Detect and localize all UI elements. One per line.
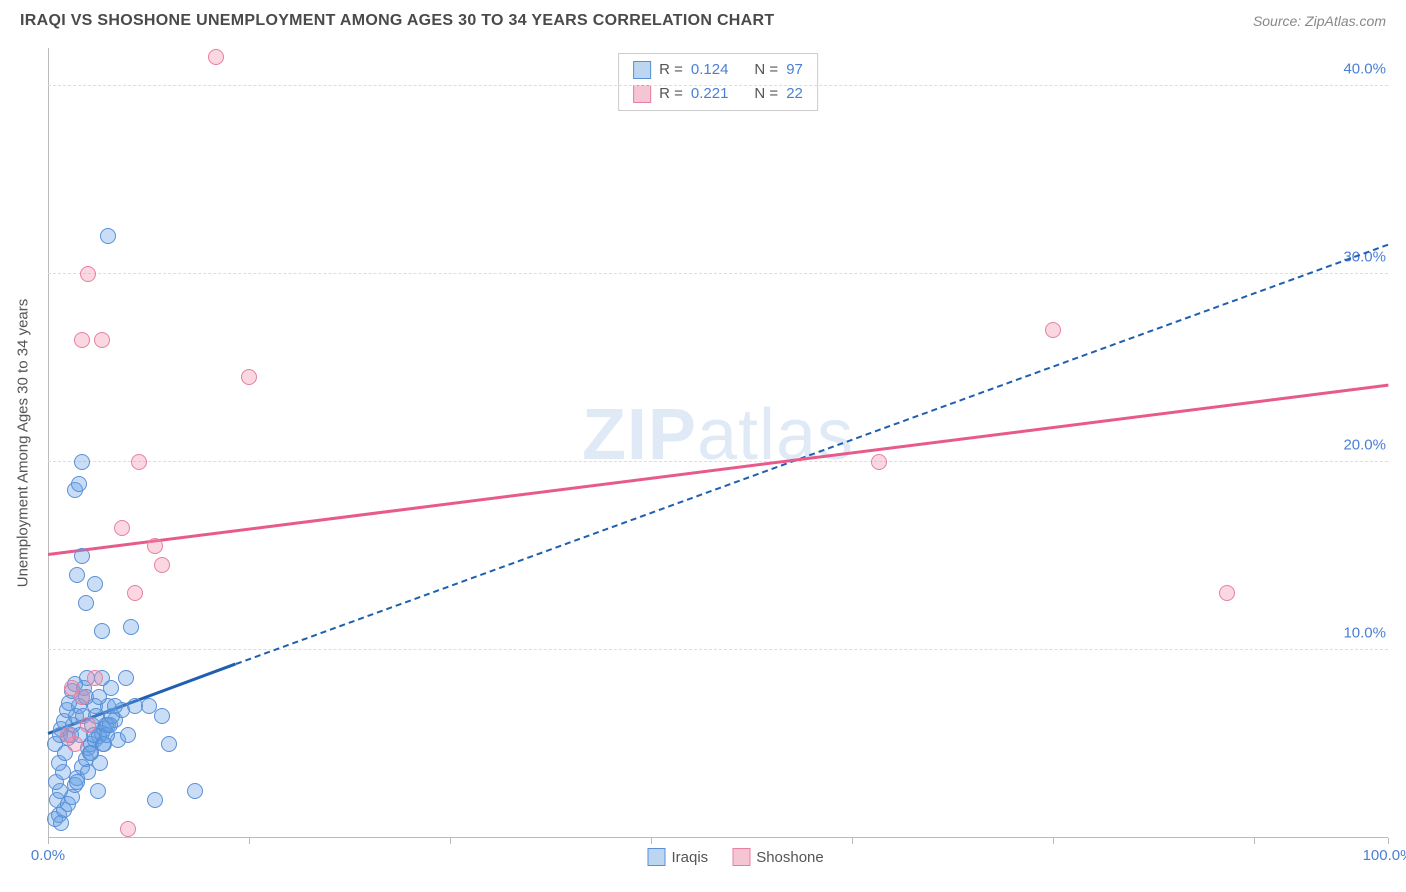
data-point <box>154 708 170 724</box>
data-point <box>154 557 170 573</box>
legend-label: Shoshone <box>756 849 824 866</box>
legend-swatch <box>732 848 750 866</box>
data-point <box>74 548 90 564</box>
x-tick <box>450 838 451 844</box>
y-axis <box>48 48 49 838</box>
data-point <box>80 266 96 282</box>
plot-region: ZIPatlas R =0.124N =97R =0.221N =22 10.0… <box>48 48 1388 838</box>
chart-area: Unemployment Among Ages 30 to 34 years Z… <box>48 48 1388 838</box>
stats-row: R = 0.124 N = 97 <box>633 58 803 82</box>
grid-line <box>48 461 1388 462</box>
trend-line <box>48 384 1388 556</box>
x-tick <box>852 838 853 844</box>
trend-line-dashed <box>235 244 1388 665</box>
data-point <box>1219 585 1235 601</box>
data-point <box>100 228 116 244</box>
y-tick-label: 10.0% <box>1339 624 1390 641</box>
x-tick <box>1053 838 1054 844</box>
data-point <box>60 727 76 743</box>
x-tick <box>249 838 250 844</box>
data-point <box>114 520 130 536</box>
legend-item: Shoshone <box>732 848 824 866</box>
data-point <box>107 698 123 714</box>
legend-swatch <box>648 848 666 866</box>
chart-title: IRAQI VS SHOSHONE UNEMPLOYMENT AMONG AGE… <box>20 12 774 30</box>
data-point <box>147 792 163 808</box>
data-point <box>871 454 887 470</box>
source-label: Source: ZipAtlas.com <box>1253 13 1386 29</box>
data-point <box>127 585 143 601</box>
y-tick-label: 20.0% <box>1339 436 1390 453</box>
data-point <box>78 595 94 611</box>
data-point <box>131 454 147 470</box>
x-tick <box>48 838 49 844</box>
watermark-bold: ZIP <box>582 395 697 475</box>
data-point <box>120 821 136 837</box>
data-point <box>187 783 203 799</box>
data-point <box>123 619 139 635</box>
x-tick-label: 0.0% <box>31 847 65 864</box>
stat-n-value: 97 <box>786 58 803 82</box>
data-point <box>147 538 163 554</box>
data-point <box>69 567 85 583</box>
data-point <box>120 727 136 743</box>
data-point <box>87 576 103 592</box>
data-point <box>1045 322 1061 338</box>
x-tick <box>1388 838 1389 844</box>
stat-n-label: N = <box>754 58 778 82</box>
data-point <box>71 476 87 492</box>
series-swatch <box>633 61 651 79</box>
data-point <box>74 332 90 348</box>
data-point <box>74 454 90 470</box>
legend: Iraqis Shoshone <box>648 848 824 866</box>
grid-line <box>48 85 1388 86</box>
series-swatch <box>633 85 651 103</box>
legend-item: Iraqis <box>648 848 709 866</box>
stat-r-label: R = <box>659 58 683 82</box>
x-tick <box>651 838 652 844</box>
data-point <box>64 680 80 696</box>
data-point <box>90 783 106 799</box>
y-axis-label: Unemployment Among Ages 30 to 34 years <box>15 299 32 588</box>
x-tick <box>1254 838 1255 844</box>
grid-line <box>48 273 1388 274</box>
grid-line <box>48 649 1388 650</box>
data-point <box>94 332 110 348</box>
y-tick-label: 40.0% <box>1339 60 1390 77</box>
data-point <box>94 623 110 639</box>
stat-r-value: 0.124 <box>691 58 729 82</box>
data-point <box>118 670 134 686</box>
stats-box: R =0.124N =97R =0.221N =22 <box>618 53 818 111</box>
data-point <box>87 670 103 686</box>
data-point <box>208 49 224 65</box>
data-point <box>241 369 257 385</box>
data-point <box>80 717 96 733</box>
legend-label: Iraqis <box>672 849 709 866</box>
data-point <box>161 736 177 752</box>
x-tick-label: 100.0% <box>1363 847 1406 864</box>
watermark: ZIPatlas <box>582 394 854 476</box>
